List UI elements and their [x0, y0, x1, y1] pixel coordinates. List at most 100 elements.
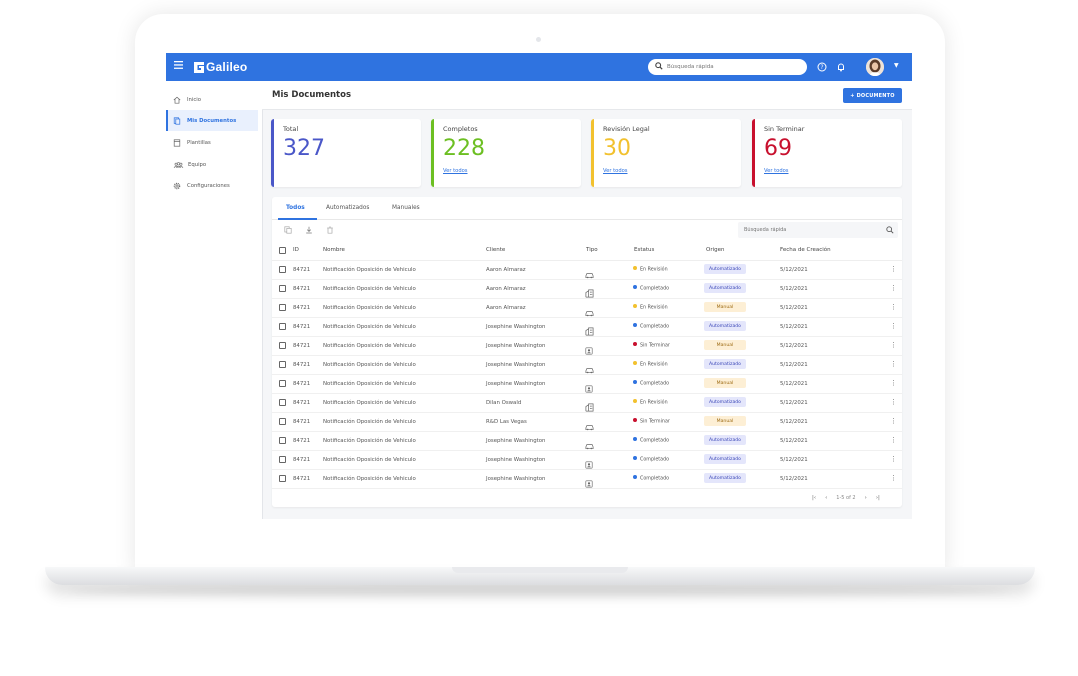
sidebar-item-label: Plantillas	[187, 139, 211, 146]
row-more-icon[interactable]: ⋮	[890, 265, 897, 273]
table-search[interactable]	[738, 222, 898, 238]
next-page-icon[interactable]: ›	[864, 495, 867, 501]
sidebar-item-mis-documentos[interactable]: Mis Documentos	[166, 110, 258, 131]
row-checkbox[interactable]	[279, 285, 286, 292]
cell-nombre[interactable]: Notificación Oposición de Vehiculo	[323, 342, 416, 349]
prev-page-icon[interactable]: ‹	[825, 495, 828, 501]
row-more-icon[interactable]: ⋮	[890, 417, 897, 425]
table-row[interactable]: 84721 Notificación Oposición de Vehiculo A…	[272, 260, 902, 280]
row-more-icon[interactable]: ⋮	[890, 303, 897, 311]
cell-nombre[interactable]: Notificación Oposición de Vehiculo	[323, 266, 416, 273]
tab-manuales[interactable]: Manuales	[392, 205, 420, 211]
row-checkbox[interactable]	[279, 304, 286, 311]
header-fecha[interactable]: Fecha de Creación	[780, 247, 831, 253]
sidebar-item-plantillas[interactable]: Plantillas	[166, 132, 258, 153]
row-checkbox[interactable]	[279, 266, 286, 273]
row-more-icon[interactable]: ⋮	[890, 360, 897, 368]
cell-nombre[interactable]: Notificación Oposición de Vehiculo	[323, 399, 416, 406]
cell-nombre[interactable]: Notificación Oposición de Vehiculo	[323, 323, 416, 330]
row-checkbox[interactable]	[279, 361, 286, 368]
row-more-icon[interactable]: ⋮	[890, 322, 897, 330]
row-checkbox[interactable]	[279, 399, 286, 406]
trash-icon[interactable]	[326, 226, 334, 234]
row-more-icon[interactable]: ⋮	[890, 455, 897, 463]
origin-badge: Automatizado	[704, 397, 746, 407]
select-all-checkbox[interactable]	[279, 247, 286, 254]
galileo-logo-mark-icon	[194, 61, 204, 73]
user-avatar[interactable]	[866, 58, 884, 76]
global-search[interactable]	[648, 59, 807, 75]
cell-id: 84721	[293, 418, 311, 425]
header-tipo[interactable]: Tipo	[586, 247, 598, 253]
status-dot	[633, 437, 637, 441]
row-checkbox[interactable]	[279, 418, 286, 425]
row-more-icon[interactable]: ⋮	[890, 341, 897, 349]
template-icon	[173, 138, 181, 147]
chevron-down-icon[interactable]: ▼	[894, 62, 899, 69]
cell-nombre[interactable]: Notificación Oposición de Vehiculo	[323, 456, 416, 463]
row-more-icon[interactable]: ⋮	[890, 436, 897, 444]
header-nombre[interactable]: Nombre	[323, 247, 345, 253]
bell-icon[interactable]	[836, 62, 846, 72]
row-checkbox[interactable]	[279, 437, 286, 444]
sidebar-item-equipo[interactable]: Equipo	[166, 154, 258, 175]
table-row[interactable]: 84721 Notificación Oposición de Vehiculo A…	[272, 298, 902, 318]
tab-todos[interactable]: Todos	[286, 205, 305, 211]
ver-todos-link[interactable]: Ver todos	[764, 168, 789, 174]
sidebar-item-configuraciones[interactable]: Configuraciones	[166, 175, 258, 196]
building-icon	[585, 321, 594, 340]
cell-nombre[interactable]: Notificación Oposición de Vehiculo	[323, 475, 416, 482]
row-more-icon[interactable]: ⋮	[890, 379, 897, 387]
row-checkbox[interactable]	[279, 323, 286, 330]
last-page-icon[interactable]: ›|	[875, 495, 880, 501]
hamburger-menu-icon[interactable]	[174, 61, 184, 73]
home-icon	[173, 96, 181, 104]
ver-todos-link[interactable]: Ver todos	[443, 168, 468, 174]
cell-nombre[interactable]: Notificación Oposición de Vehiculo	[323, 304, 416, 311]
header-estatus[interactable]: Estatus	[634, 247, 655, 253]
cell-nombre[interactable]: Notificación Oposición de Vehiculo	[323, 418, 416, 425]
cell-cliente: Josephine Washington	[486, 342, 546, 349]
row-more-icon[interactable]: ⋮	[890, 284, 897, 292]
table-row[interactable]: 84721 Notificación Oposición de Vehiculo J…	[272, 336, 902, 356]
new-document-button[interactable]: + DOCUMENTO	[843, 88, 902, 103]
cell-nombre[interactable]: Notificación Oposición de Vehiculo	[323, 380, 416, 387]
global-search-input[interactable]	[667, 59, 797, 75]
table-search-input[interactable]	[744, 222, 874, 238]
table-row[interactable]: 84721 Notificación Oposición de Vehiculo J…	[272, 374, 902, 394]
cell-cliente: Josephine Washington	[486, 437, 546, 444]
cell-nombre[interactable]: Notificación Oposición de Vehiculo	[323, 437, 416, 444]
header-origen[interactable]: Origen	[706, 247, 725, 253]
row-checkbox[interactable]	[279, 342, 286, 349]
cell-nombre[interactable]: Notificación Oposición de Vehiculo	[323, 361, 416, 368]
header-id[interactable]: ID	[293, 247, 299, 253]
header-cliente[interactable]: Cliente	[486, 247, 506, 253]
table-row[interactable]: 84721 Notificación Oposición de Vehiculo J…	[272, 469, 902, 489]
cell-cliente: Josephine Washington	[486, 361, 546, 368]
galileo-logo[interactable]: Galileo	[193, 59, 247, 75]
table-row[interactable]: 84721 Notificación Oposición de Vehiculo D…	[272, 393, 902, 413]
download-icon[interactable]	[305, 226, 313, 234]
first-page-icon[interactable]: |‹	[812, 495, 817, 501]
table-row[interactable]: 84721 Notificación Oposición de Vehiculo J…	[272, 355, 902, 375]
row-checkbox[interactable]	[279, 456, 286, 463]
row-checkbox[interactable]	[279, 380, 286, 387]
row-more-icon[interactable]: ⋮	[890, 398, 897, 406]
table-row[interactable]: 84721 Notificación Oposición de Vehiculo A…	[272, 279, 902, 299]
team-icon	[173, 161, 184, 168]
pagination: |‹ ‹ 1-5 of 2 › ›|	[812, 493, 880, 503]
table-row[interactable]: 84721 Notificación Oposición de Vehiculo J…	[272, 431, 902, 451]
table-row[interactable]: 84721 Notificación Oposición de Vehiculo J…	[272, 450, 902, 470]
row-checkbox[interactable]	[279, 475, 286, 482]
table-row[interactable]: 84721 Notificación Oposición de Vehiculo J…	[272, 317, 902, 337]
tab-automatizados[interactable]: Automatizados	[326, 205, 370, 211]
row-more-icon[interactable]: ⋮	[890, 474, 897, 482]
sidebar-item-label: Configuraciones	[187, 182, 230, 189]
copy-icon[interactable]	[284, 226, 292, 234]
help-icon[interactable]: ?	[817, 62, 827, 72]
ver-todos-link[interactable]: Ver todos	[603, 168, 628, 174]
search-icon[interactable]	[886, 226, 894, 234]
table-row[interactable]: 84721 Notificación Oposición de Vehiculo R…	[272, 412, 902, 432]
sidebar-item-inicio[interactable]: Inicio	[166, 89, 258, 110]
cell-nombre[interactable]: Notificación Oposición de Vehiculo	[323, 285, 416, 292]
